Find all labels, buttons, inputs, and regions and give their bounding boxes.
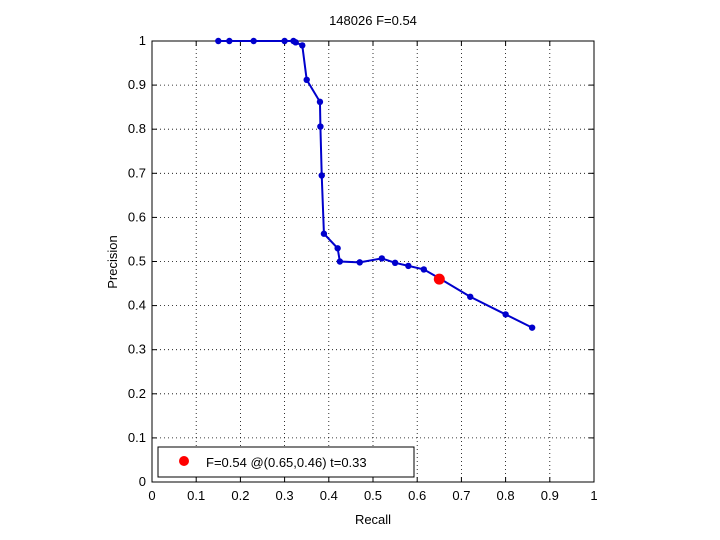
data-point <box>292 39 299 46</box>
data-point <box>318 172 325 179</box>
data-point <box>299 42 306 49</box>
x-tick-label: 0 <box>148 488 155 503</box>
y-tick-label: 0.3 <box>128 342 146 357</box>
y-tick-label: 0.4 <box>128 298 146 313</box>
x-tick-label: 0.2 <box>231 488 249 503</box>
y-tick-label: 0.1 <box>128 430 146 445</box>
x-tick-label: 0.3 <box>276 488 294 503</box>
grid-lines <box>152 41 594 482</box>
x-tick-label: 0.8 <box>497 488 515 503</box>
x-tick-label: 0.4 <box>320 488 338 503</box>
data-point <box>334 245 341 252</box>
y-tick-label: 0 <box>139 474 146 489</box>
data-point <box>378 255 386 262</box>
x-tick-label: 0.6 <box>408 488 426 503</box>
series-layer <box>215 37 536 331</box>
data-point <box>405 262 412 270</box>
data-point <box>356 259 363 266</box>
legend: F=0.54 @(0.65,0.46) t=0.33 <box>157 446 415 478</box>
data-point <box>316 98 324 106</box>
x-tick-label: 0.7 <box>452 488 470 503</box>
y-tick-label: 0.7 <box>128 165 146 180</box>
data-point <box>467 293 474 300</box>
data-point <box>226 37 233 45</box>
y-tick-label: 0.8 <box>128 121 146 136</box>
y-axis-label: Precision <box>105 235 120 288</box>
y-tick-label: 0.2 <box>128 386 146 401</box>
x-axis-label: Recall <box>355 512 391 527</box>
data-point <box>420 266 428 273</box>
chart-title: 148026 F=0.54 <box>329 13 417 28</box>
x-tick-label: 0.5 <box>364 488 382 503</box>
y-tick-label: 0.5 <box>128 254 146 269</box>
axis-ticks: 0 0.1 0.2 0.3 0.4 0.5 0.6 0.7 0.8 0.9 1 0 0.1 0.2 0.3 0… <box>128 33 598 503</box>
data-point <box>303 76 310 84</box>
legend-marker <box>179 456 189 466</box>
data-point <box>502 311 509 318</box>
x-tick-label: 1 <box>590 488 597 503</box>
x-tick-label: 0.1 <box>187 488 205 503</box>
data-point <box>215 37 222 45</box>
y-tick-label: 1 <box>139 33 146 48</box>
best-f-point <box>433 273 445 285</box>
y-tick-label: 0.6 <box>128 209 146 224</box>
x-tick-label: 0.9 <box>541 488 559 503</box>
data-point <box>320 230 328 237</box>
data-point <box>317 123 324 130</box>
data-point <box>281 37 288 45</box>
data-point <box>391 259 399 267</box>
y-tick-label: 0.9 <box>128 77 146 92</box>
legend-label: F=0.54 @(0.65,0.46) t=0.33 <box>206 455 367 470</box>
legend-box <box>157 446 415 478</box>
data-point <box>336 258 344 265</box>
data-point <box>250 37 257 45</box>
data-point <box>528 324 536 331</box>
